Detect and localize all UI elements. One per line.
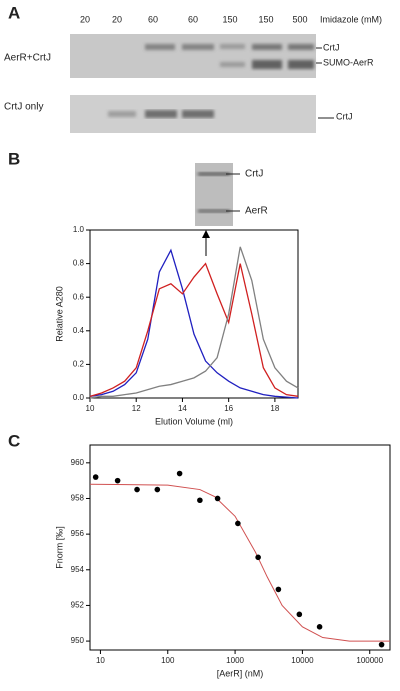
y-tick-label: 0.0 <box>73 393 85 402</box>
y-tick-label: 952 <box>71 601 85 610</box>
point <box>154 486 161 493</box>
plot-frame <box>89 229 299 399</box>
band <box>288 60 314 69</box>
gel-2: CrtJ only CrtJ <box>4 95 353 133</box>
band <box>220 44 245 49</box>
x-tick-label: 100 <box>161 656 175 665</box>
gel-header: 20 20 60 60 150 150 500 Imidazole (mM) <box>80 14 382 24</box>
x-tick-label: 12 <box>132 404 141 413</box>
lane-label: 500 <box>292 14 307 24</box>
band-label: CrtJ <box>245 169 263 180</box>
band <box>198 209 230 213</box>
point <box>197 497 203 504</box>
band <box>182 44 214 50</box>
y-tick-label: 0.2 <box>73 360 85 369</box>
y-axis-label: Relative A280 <box>54 286 64 342</box>
inset: CrtJ AerR <box>195 163 268 256</box>
band <box>198 172 230 176</box>
x-tick-label: 10000 <box>291 656 314 665</box>
band <box>252 60 282 69</box>
lane-title: Imidazole (mM) <box>320 14 382 24</box>
y-tick-label: 1.0 <box>73 225 85 234</box>
band <box>145 110 177 118</box>
point <box>235 520 241 527</box>
band <box>252 44 282 50</box>
point <box>316 624 323 630</box>
x-tick-label: 100000 <box>356 656 383 665</box>
lane-label: 20 <box>112 14 122 24</box>
point <box>114 477 121 484</box>
y-tick-label: 950 <box>71 636 85 645</box>
y-tick-label: 954 <box>71 565 85 574</box>
lane-label: 60 <box>188 14 198 24</box>
point <box>296 611 303 618</box>
point <box>176 470 183 477</box>
arrow-head <box>202 230 210 238</box>
fit-line <box>89 483 390 642</box>
series-line <box>89 246 299 399</box>
x-tick-label: 18 <box>270 404 279 413</box>
panel-label: B <box>8 149 20 168</box>
x-tick-label: 14 <box>178 404 187 413</box>
lane-label: 60 <box>148 14 158 24</box>
y-tick-label: 0.4 <box>73 326 85 335</box>
lane-label: 150 <box>258 14 273 24</box>
plot-frame <box>89 444 391 651</box>
gel-image <box>70 34 316 78</box>
band <box>108 111 136 117</box>
point <box>378 641 385 648</box>
band-label: CrtJ <box>323 42 340 52</box>
x-tick-label: 16 <box>224 404 233 413</box>
band <box>220 62 245 67</box>
band <box>182 110 214 118</box>
band <box>145 44 175 50</box>
row-label: AerR+CrtJ <box>4 53 51 64</box>
y-axis-label: Fnorm [‰] <box>54 526 64 569</box>
x-axis-label: Elution Volume (ml) <box>155 416 233 426</box>
y-tick-label: 960 <box>71 458 85 467</box>
panel-label: A <box>8 3 20 22</box>
x-tick-label: 10 <box>86 404 95 413</box>
point <box>134 486 140 493</box>
x-axis-label: [AerR] (nM) <box>217 668 264 678</box>
band-label: AerR <box>245 206 268 217</box>
x-tick-label: 10 <box>96 656 105 665</box>
band-label: SUMO-AerR <box>323 57 374 67</box>
lane-label: 20 <box>80 14 90 24</box>
y-tick-label: 0.6 <box>73 292 85 301</box>
y-tick-label: 0.8 <box>73 259 85 268</box>
y-tick-label: 958 <box>71 494 85 503</box>
x-tick-label: 1000 <box>226 656 244 665</box>
point <box>275 586 282 593</box>
point <box>255 554 261 561</box>
band-label: CrtJ <box>336 111 353 121</box>
series-line <box>89 262 299 397</box>
row-label: CrtJ only <box>4 102 43 113</box>
point <box>214 495 221 502</box>
gel-1: AerR+CrtJ CrtJ SUMO-AerR <box>4 34 374 78</box>
point <box>92 474 99 480</box>
panel-label: C <box>8 431 20 450</box>
lane-label: 150 <box>222 14 237 24</box>
y-tick-label: 956 <box>71 529 85 538</box>
series-line <box>89 248 299 399</box>
band <box>288 44 314 50</box>
